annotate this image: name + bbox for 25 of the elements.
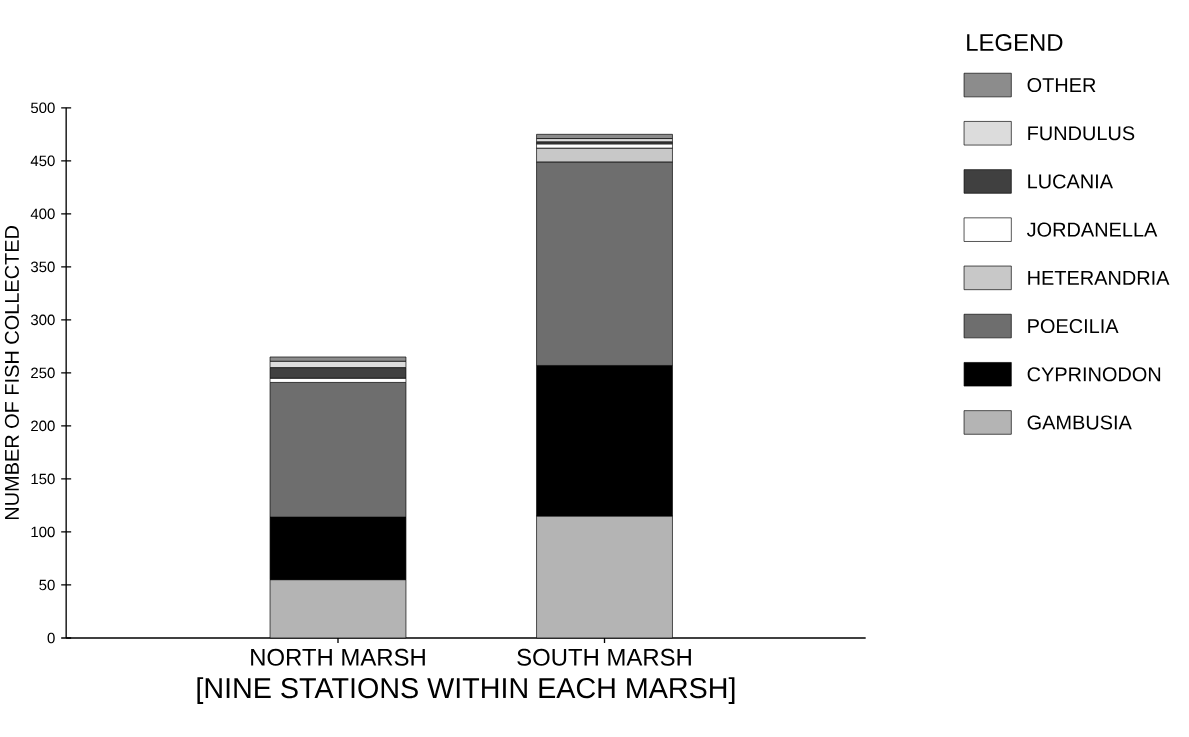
x-axis-title: [NINE STATIONS WITHIN EACH MARSH] xyxy=(197,677,735,704)
legend-label: HETERANDRIA xyxy=(1028,270,1170,285)
legend-label: GAMBUSIA xyxy=(1027,415,1132,430)
y-tick-label: 100 xyxy=(31,526,55,538)
legend-label: JORDANELLA xyxy=(1026,222,1158,237)
y-tick-label: 500 xyxy=(30,102,55,114)
y-tick-label: 400 xyxy=(30,208,55,220)
legend-title: LEGEND xyxy=(967,33,1063,51)
y-axis-title: NUMBER OF FISH COLLECTED xyxy=(4,225,19,519)
y-tick-label: 200 xyxy=(31,420,55,432)
y-tick-label: 0 xyxy=(47,632,55,644)
legend-label: FUNDULUS xyxy=(1028,126,1135,141)
legend-label: OTHER xyxy=(1027,77,1096,92)
y-tick-label: 450 xyxy=(30,155,55,167)
legend-label: CYPRINODON xyxy=(1027,367,1161,382)
y-tick-label: 150 xyxy=(31,473,55,485)
legend-label: POECILIA xyxy=(1028,318,1119,334)
y-tick-label: 50 xyxy=(39,579,55,591)
y-tick-label: 350 xyxy=(30,261,55,273)
legend-label: LUCANIA xyxy=(1028,174,1113,189)
y-tick-label: 250 xyxy=(31,367,55,379)
bar xyxy=(536,133,673,139)
x-tick-label: SOUTH MARSH xyxy=(517,648,691,666)
y-tick-label: 300 xyxy=(30,314,55,326)
x-tick-label: NORTH MARSH xyxy=(251,648,425,666)
